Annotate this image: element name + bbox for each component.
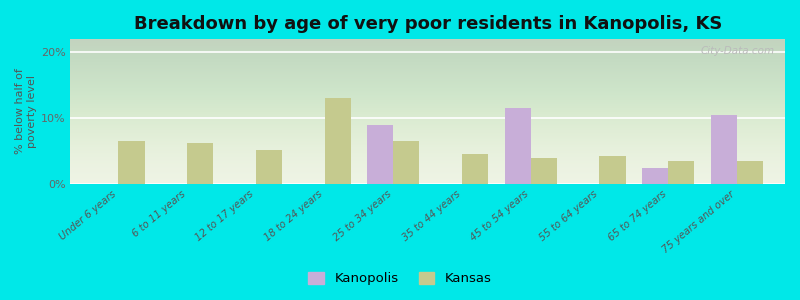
Bar <box>737 161 763 184</box>
Legend: Kanopolis, Kansas: Kanopolis, Kansas <box>303 266 497 290</box>
Bar <box>367 125 394 184</box>
Bar <box>505 108 530 184</box>
Bar <box>668 161 694 184</box>
Bar <box>710 115 737 184</box>
Text: City-Data.com: City-Data.com <box>700 46 774 56</box>
Bar <box>642 168 668 184</box>
Bar <box>462 154 488 184</box>
Bar <box>599 156 626 184</box>
Bar <box>187 142 214 184</box>
Bar <box>530 158 557 184</box>
Bar <box>118 141 145 184</box>
Bar <box>325 98 350 184</box>
Bar <box>394 141 419 184</box>
Y-axis label: % below half of
poverty level: % below half of poverty level <box>15 68 37 154</box>
Title: Breakdown by age of very poor residents in Kanopolis, KS: Breakdown by age of very poor residents … <box>134 15 722 33</box>
Bar <box>256 150 282 184</box>
